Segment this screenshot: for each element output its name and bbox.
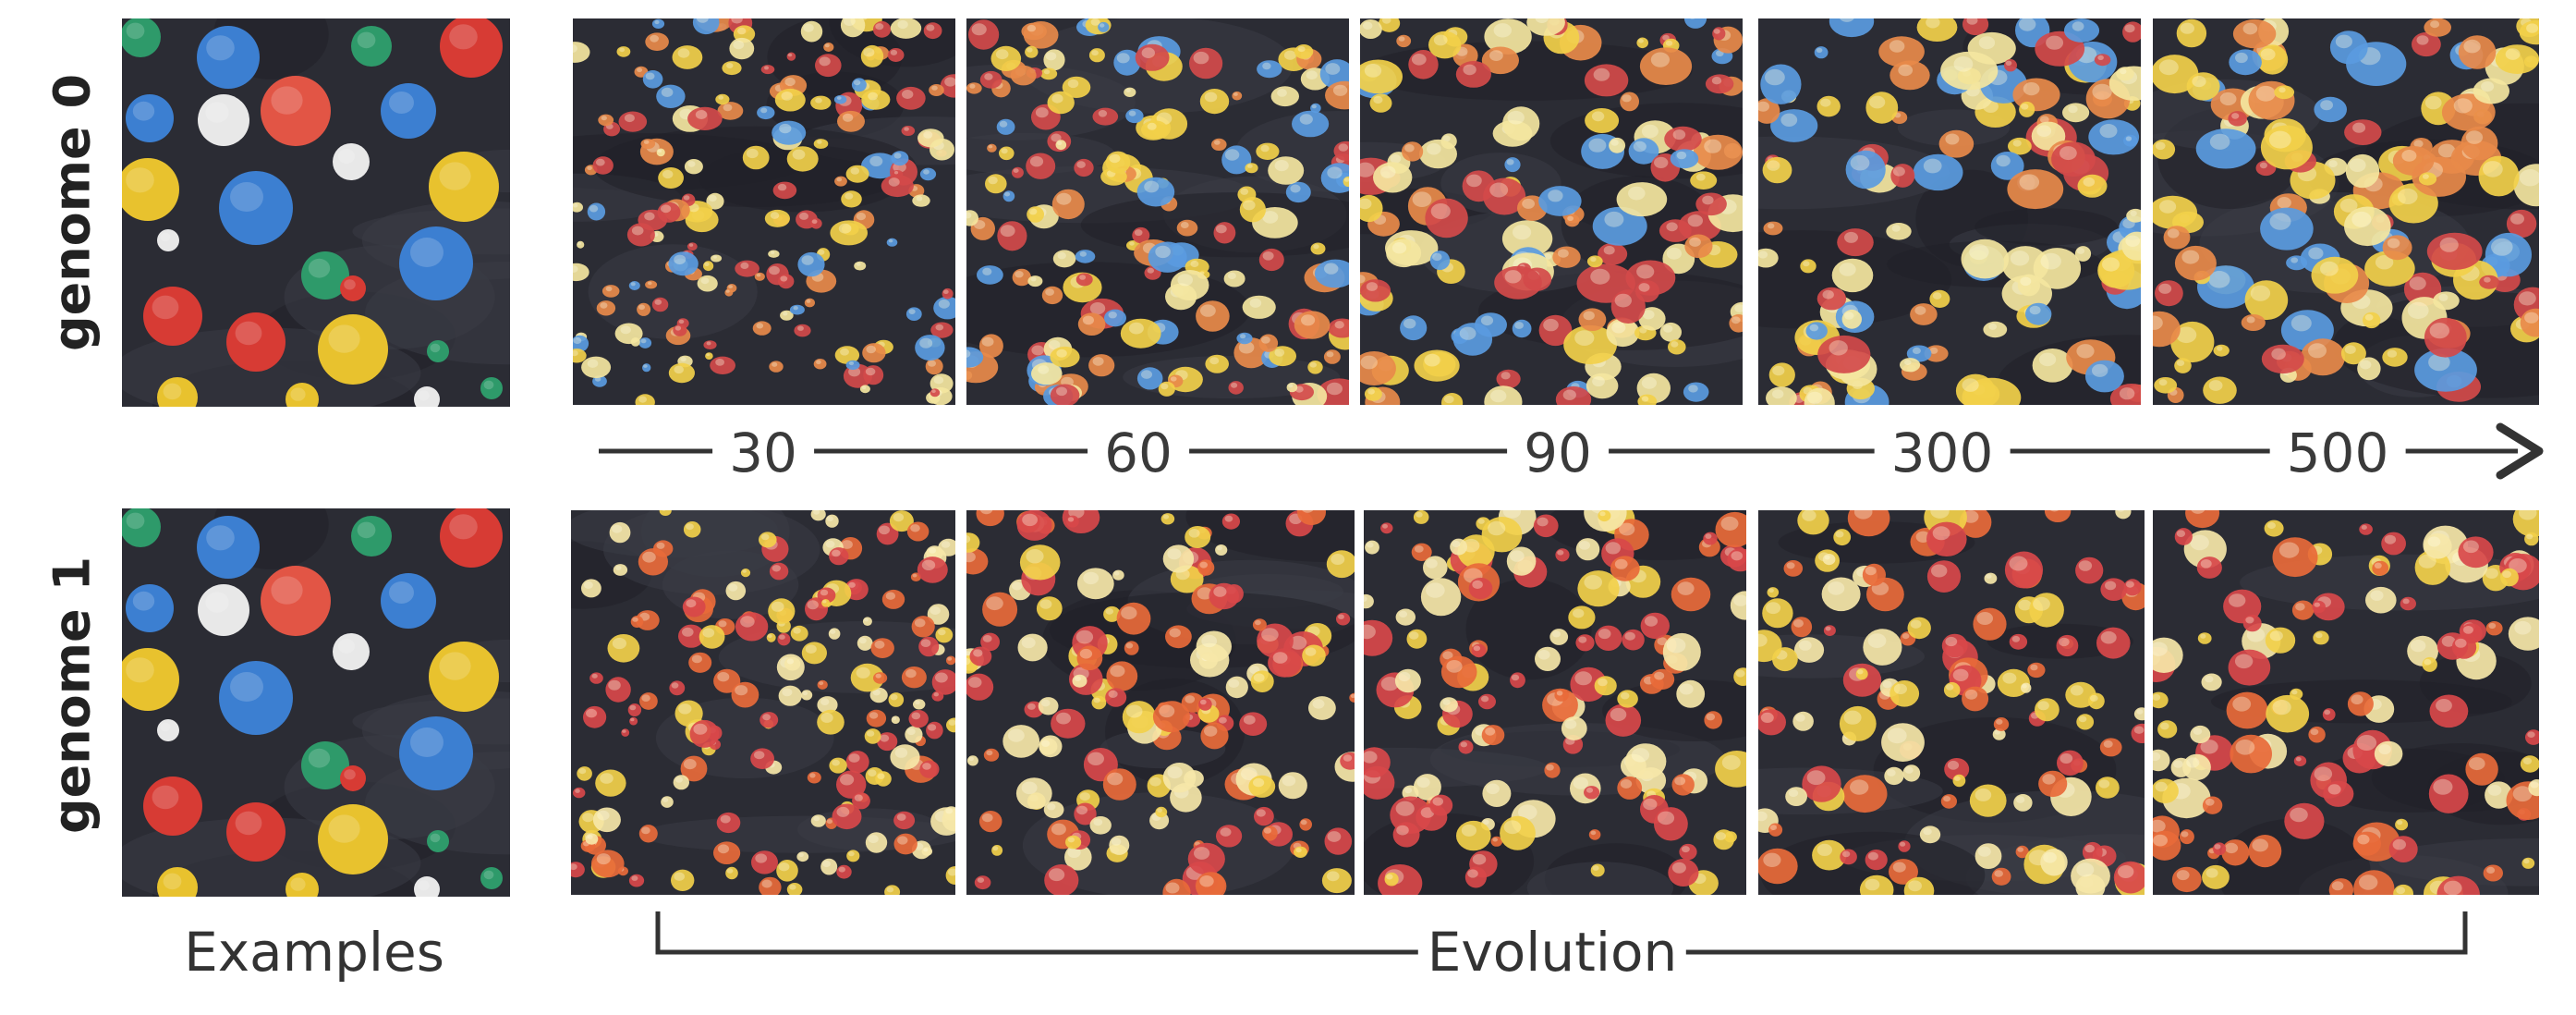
timeline-step-label: 30 xyxy=(712,426,814,480)
genome-1-step-90-image xyxy=(1364,510,1746,895)
genome-0-step-60-image xyxy=(966,18,1349,405)
example-image-genome-1 xyxy=(122,508,510,897)
timeline-step-label: 500 xyxy=(2269,426,2406,480)
timeline-step-label: 60 xyxy=(1088,426,1189,480)
genome-0-step-500-image xyxy=(2153,18,2539,405)
genome-1-step-300-image xyxy=(1758,510,2145,895)
genome-0-step-30-image xyxy=(573,18,955,405)
genome-0-step-90-image xyxy=(1360,18,1743,405)
example-image-genome-0 xyxy=(122,18,510,407)
timeline-step-label: 300 xyxy=(1874,426,2011,480)
timeline-arrowhead-icon xyxy=(2496,422,2544,480)
examples-caption: Examples xyxy=(184,921,444,984)
genome-1-step-30-image xyxy=(571,510,955,895)
genome-0-step-300-image xyxy=(1758,18,2141,405)
evolution-caption: Evolution xyxy=(1417,925,1687,979)
genome-1-step-500-image xyxy=(2153,510,2539,895)
timeline-step-label: 90 xyxy=(1507,426,1609,480)
genome-1-step-60-image xyxy=(966,510,1355,895)
